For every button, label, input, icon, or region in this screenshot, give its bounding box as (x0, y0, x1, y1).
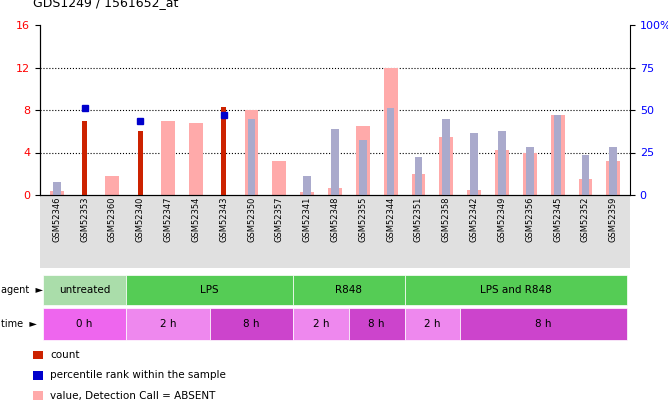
Text: GDS1249 / 1561652_at: GDS1249 / 1561652_at (33, 0, 179, 9)
Text: 2 h: 2 h (313, 319, 329, 329)
Bar (189, 123, 203, 195)
Text: 8 h: 8 h (369, 319, 385, 329)
Bar (82, 121, 87, 195)
Bar (607, 161, 621, 195)
Bar (328, 188, 342, 195)
Bar (415, 157, 422, 195)
Bar (498, 131, 506, 195)
Bar (273, 161, 287, 195)
Bar (106, 176, 120, 195)
Bar (609, 147, 617, 195)
Bar (221, 107, 226, 195)
Bar (244, 110, 259, 195)
Bar (526, 147, 534, 195)
Bar (582, 155, 589, 195)
Bar (411, 174, 426, 195)
Text: LPS and R848: LPS and R848 (480, 285, 552, 295)
Bar (331, 129, 339, 195)
Bar (495, 150, 509, 195)
Bar (356, 126, 370, 195)
Text: percentile rank within the sample: percentile rank within the sample (50, 370, 226, 380)
Text: 2 h: 2 h (424, 319, 441, 329)
Bar (303, 176, 311, 195)
Text: 8 h: 8 h (536, 319, 552, 329)
Text: value, Detection Call = ABSENT: value, Detection Call = ABSENT (50, 390, 215, 401)
Text: 8 h: 8 h (243, 319, 260, 329)
Bar (49, 191, 63, 195)
Bar (554, 115, 562, 195)
Bar (383, 68, 397, 195)
Bar (523, 153, 537, 195)
Bar (442, 119, 450, 195)
Bar (440, 136, 454, 195)
Text: untreated: untreated (59, 285, 110, 295)
Text: count: count (50, 350, 79, 360)
Bar (550, 115, 564, 195)
Bar (387, 108, 395, 195)
Bar (578, 179, 593, 195)
Bar (248, 119, 255, 195)
Text: R848: R848 (335, 285, 363, 295)
Text: time  ►: time ► (1, 319, 37, 329)
Text: 2 h: 2 h (160, 319, 176, 329)
Bar (300, 192, 314, 195)
Bar (359, 140, 367, 195)
Bar (138, 131, 143, 195)
Bar (161, 121, 175, 195)
Text: agent  ►: agent ► (1, 285, 43, 295)
Bar (467, 190, 481, 195)
Bar (470, 133, 478, 195)
Bar (53, 182, 61, 195)
Text: 0 h: 0 h (76, 319, 93, 329)
Text: LPS: LPS (200, 285, 219, 295)
